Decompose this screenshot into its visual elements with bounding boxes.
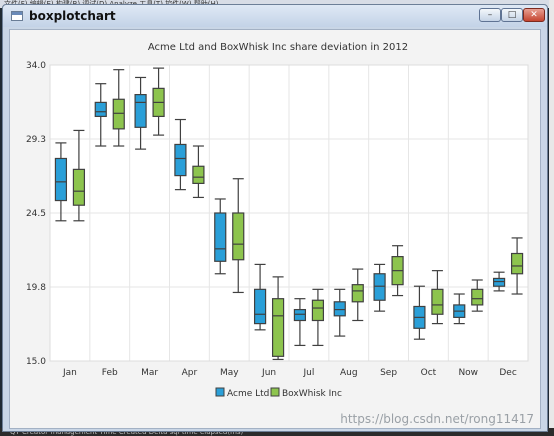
box-body [492, 277, 506, 287]
box-body [192, 165, 205, 184]
y-tick-label: 24.5 [26, 209, 46, 219]
box-item[interactable] [72, 129, 86, 222]
box-body [232, 212, 245, 261]
box-item[interactable] [333, 288, 346, 337]
box-body [333, 301, 346, 317]
chart-view: Acme Ltd and BoxWhisk Inc share deviatio… [9, 29, 541, 429]
legend-swatch [270, 387, 280, 397]
box-body [134, 93, 147, 128]
window-app-icon [11, 11, 23, 21]
chart-legend: Acme Ltd BoxWhisk Inc [215, 387, 342, 399]
box-item[interactable] [471, 279, 484, 312]
legend-item[interactable]: BoxWhisk Inc [270, 387, 342, 399]
box-body [510, 252, 524, 275]
background-edge [549, 0, 554, 436]
app-window: boxplotchart – □ ✕ Acme Ltd and BoxWhisk… [2, 4, 548, 432]
box-item[interactable] [492, 271, 506, 292]
box-item[interactable] [431, 270, 444, 325]
legend-label: BoxWhisk Inc [282, 389, 342, 399]
box-item[interactable] [293, 298, 307, 347]
y-axis-ticks: 34.0 29.3 24.5 19.8 15.0 [26, 61, 46, 367]
box-item[interactable] [192, 145, 205, 199]
box-item[interactable] [391, 245, 404, 297]
box-item[interactable] [54, 142, 68, 222]
x-tick-label: Jun [261, 368, 276, 378]
x-tick-label: Dec [499, 368, 516, 378]
background-status-strip: QT Creator management Time Created Delta… [0, 428, 554, 436]
box-body [373, 273, 386, 301]
box-body [214, 212, 227, 262]
legend-swatch [215, 387, 225, 397]
window-titlebar[interactable]: boxplotchart – □ ✕ [3, 5, 547, 27]
box-body [311, 299, 325, 322]
boxplot-chart: Acme Ltd and BoxWhisk Inc share deviatio… [26, 42, 529, 399]
box-item[interactable] [152, 67, 165, 136]
x-tick-label: Jul [302, 368, 314, 378]
box-item[interactable] [351, 268, 364, 322]
box-item[interactable] [311, 288, 325, 347]
box-series [54, 67, 524, 361]
box-item[interactable] [232, 178, 245, 294]
box-item[interactable] [112, 69, 125, 147]
x-tick-label: Oct [421, 368, 437, 378]
x-tick-label: Aug [340, 368, 358, 378]
box-item[interactable] [271, 276, 285, 361]
legend-item[interactable]: Acme Ltd [215, 387, 269, 399]
box-item[interactable] [413, 285, 426, 340]
box-body [351, 284, 364, 303]
y-tick-label: 29.3 [26, 135, 46, 145]
watermark-text: https://blog.csdn.net/rong11417 [340, 412, 534, 426]
box-item[interactable] [174, 118, 187, 191]
x-tick-label: Apr [182, 368, 198, 378]
box-item[interactable] [510, 237, 524, 295]
x-tick-label: Feb [102, 368, 118, 378]
box-body [271, 298, 285, 357]
minimize-button[interactable]: – [479, 8, 501, 22]
y-tick-label: 19.8 [26, 283, 46, 293]
box-item[interactable] [453, 293, 466, 325]
chart-title: Acme Ltd and BoxWhisk Inc share deviatio… [148, 42, 408, 53]
y-tick-label: 34.0 [26, 61, 46, 71]
y-tick-label: 15.0 [26, 357, 46, 367]
x-tick-label: Now [458, 368, 478, 378]
x-tick-label: Sep [380, 368, 397, 378]
plot-border [49, 64, 529, 362]
box-body [54, 157, 68, 202]
box-item[interactable] [253, 263, 267, 331]
window-title: boxplotchart [29, 9, 116, 23]
box-body [431, 288, 444, 315]
legend-label: Acme Ltd [227, 389, 269, 399]
box-body [112, 98, 125, 130]
x-tick-label: Jan [62, 368, 77, 378]
box-body [471, 288, 484, 306]
x-tick-label: Mar [141, 368, 158, 378]
box-item[interactable] [134, 76, 147, 150]
grid-lines [49, 64, 529, 362]
box-body [72, 168, 86, 206]
box-body [174, 143, 187, 177]
close-button[interactable]: ✕ [523, 8, 545, 22]
box-body [253, 288, 267, 325]
x-tick-label: May [220, 368, 239, 378]
box-body [293, 308, 307, 322]
box-item[interactable] [373, 263, 386, 312]
box-item[interactable] [94, 83, 107, 147]
box-body [94, 101, 107, 118]
box-item[interactable] [214, 198, 227, 275]
maximize-button[interactable]: □ [501, 8, 523, 22]
x-axis-ticks: Jan Feb Mar Apr May Jun Jul Aug Sep Oct Now Dec [62, 368, 517, 378]
